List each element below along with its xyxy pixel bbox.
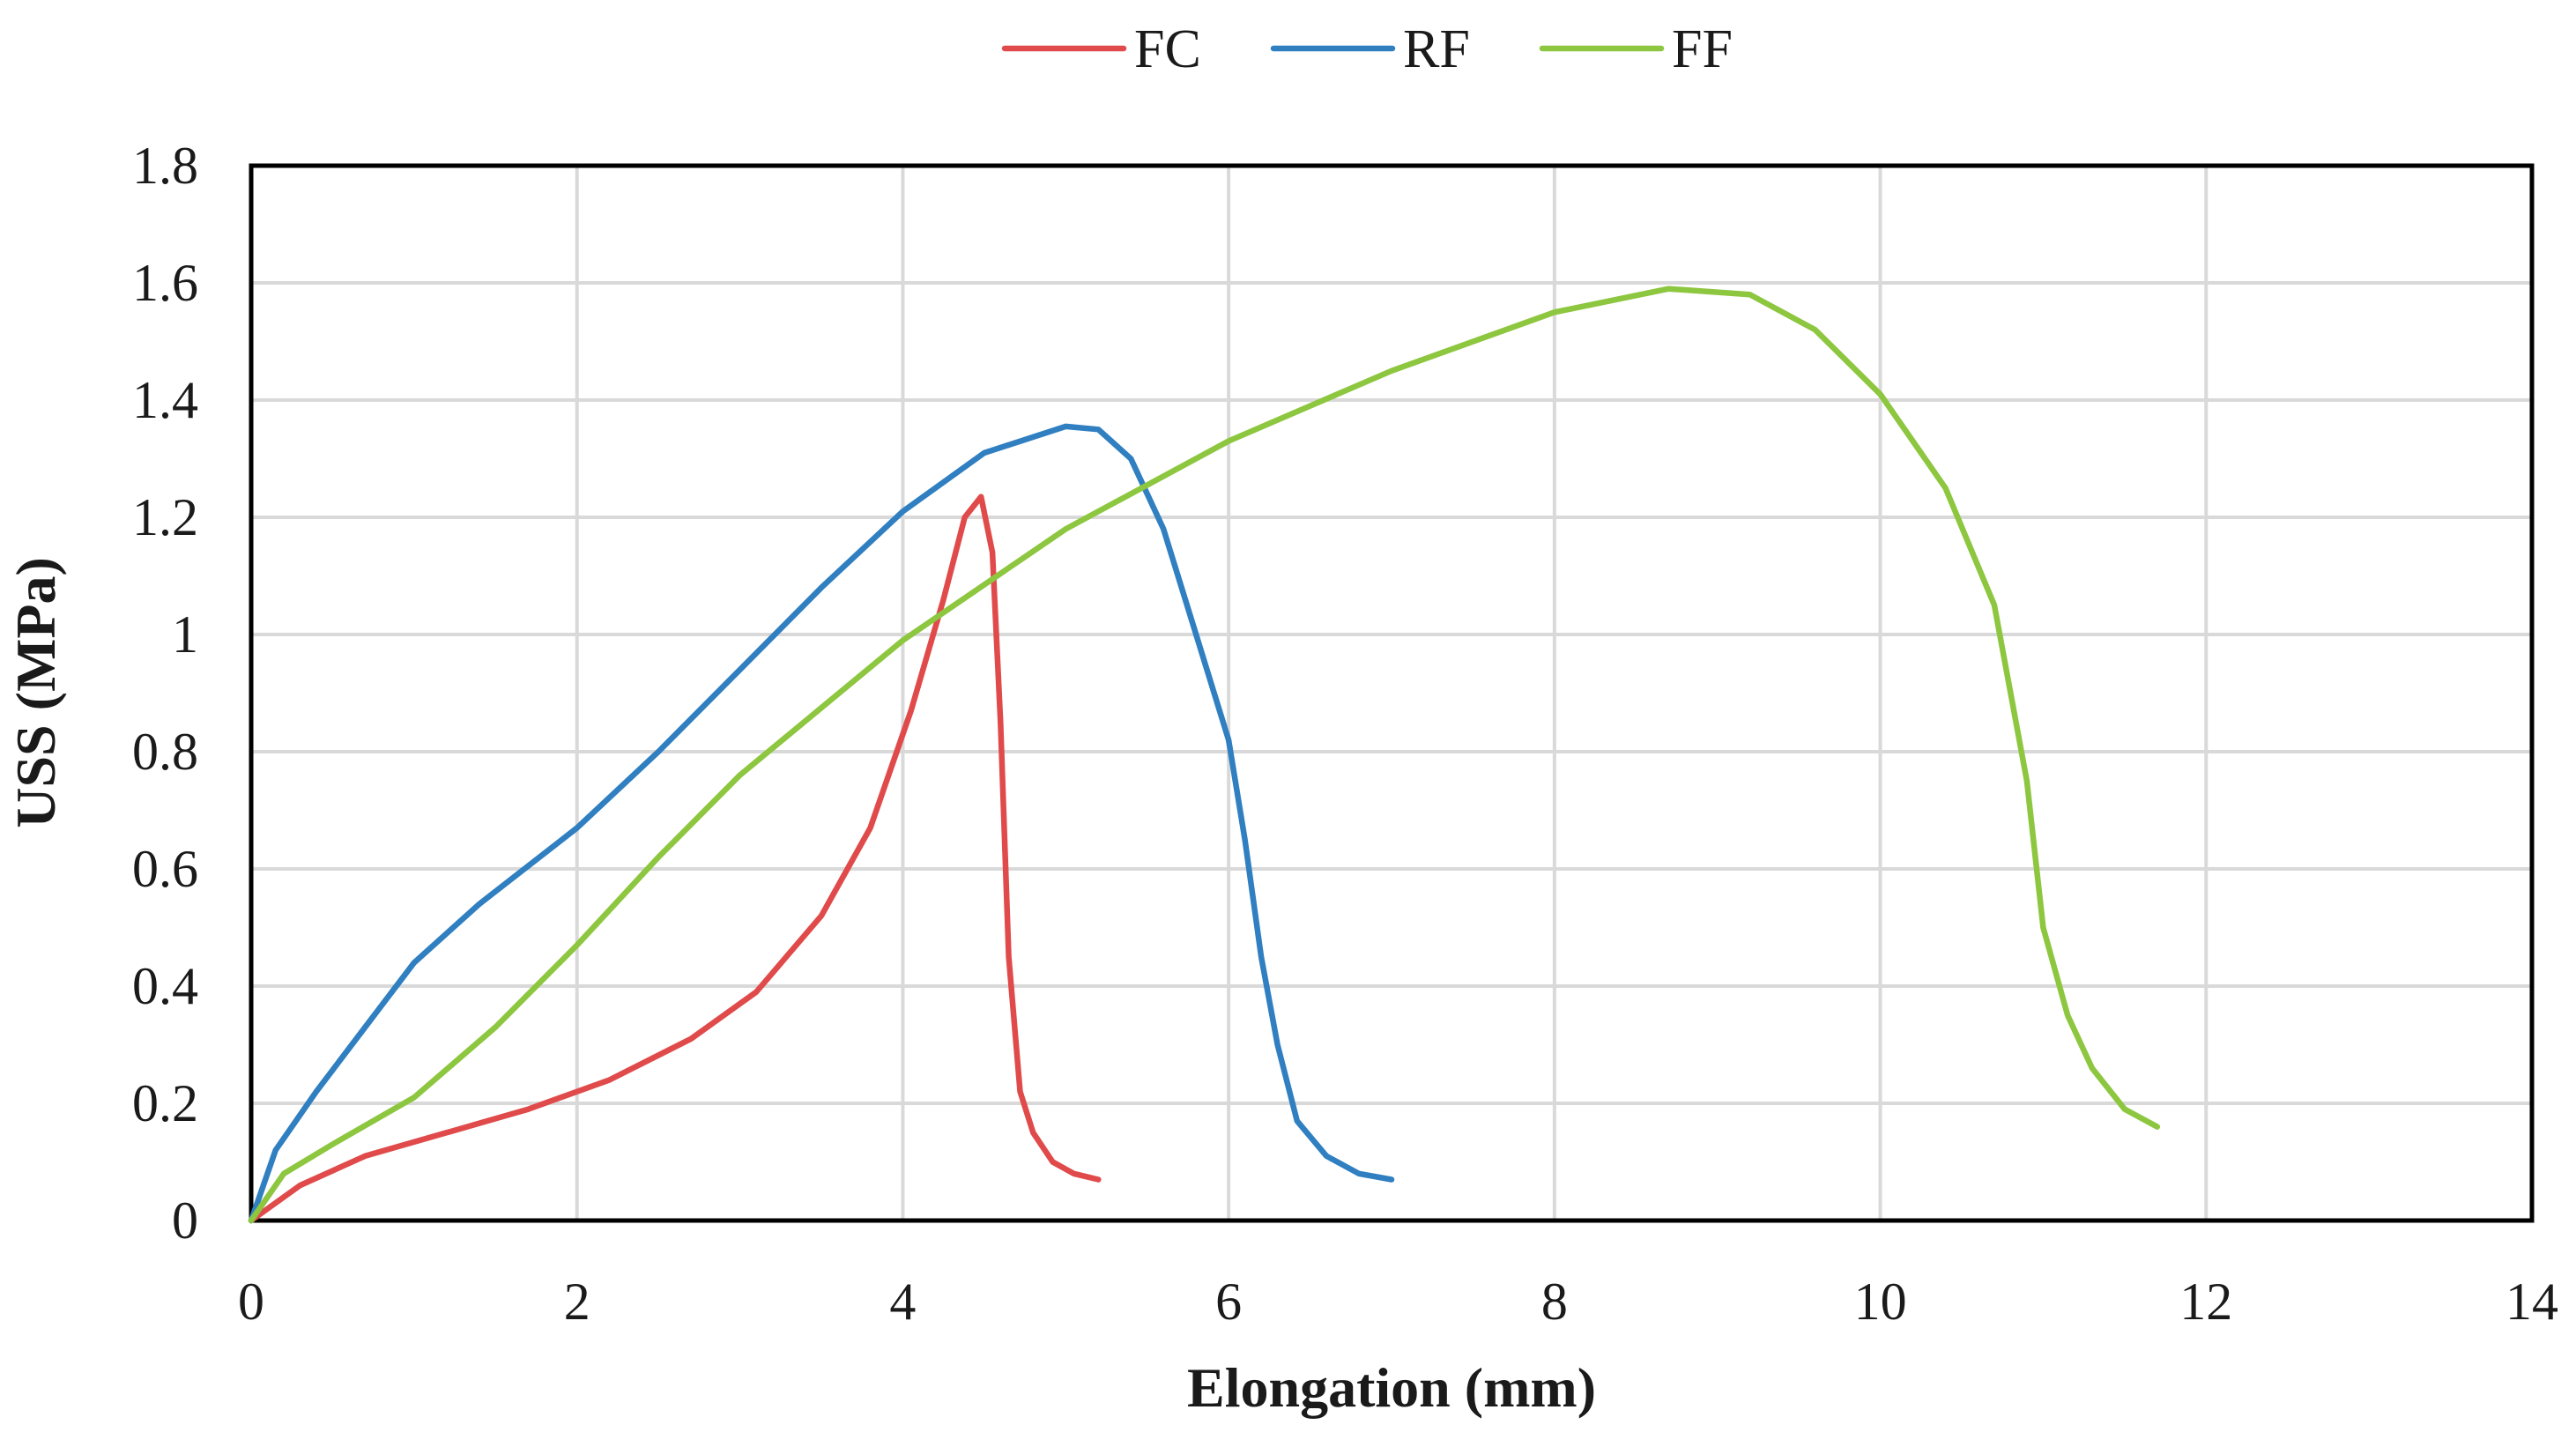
plot-area-border	[249, 163, 2535, 1223]
x-axis-ticks: 0 2 4 6 8 10 12 14	[238, 1273, 2558, 1331]
x-tick-label: 10	[1854, 1273, 1907, 1331]
x-tick-label: 14	[2505, 1273, 2558, 1331]
legend-label-rf: RF	[1403, 19, 1470, 79]
y-tick-label: 0.4	[132, 957, 198, 1015]
x-tick-label: 2	[564, 1273, 590, 1331]
series-group	[248, 286, 2161, 1224]
x-tick-label: 12	[2179, 1273, 2232, 1331]
x-tick-label: 0	[238, 1273, 264, 1331]
legend-label-ff: FF	[1672, 19, 1733, 79]
series-line-rf	[248, 423, 1395, 1224]
legend: FC RF FF	[1001, 19, 1733, 79]
x-tick-label: 6	[1215, 1273, 1242, 1331]
y-tick-label: 0	[172, 1191, 198, 1250]
series-line-fc	[248, 493, 1102, 1224]
legend-label-fc: FC	[1134, 19, 1201, 79]
y-tick-label: 1.6	[132, 254, 198, 312]
series-line-ff	[248, 286, 2161, 1224]
y-tick-label: 0.6	[132, 840, 198, 898]
y-tick-label: 1.4	[132, 371, 198, 429]
y-tick-label: 0.8	[132, 723, 198, 781]
y-tick-label: 0.2	[132, 1074, 198, 1132]
y-tick-label: 1.8	[132, 137, 198, 195]
x-tick-label: 4	[889, 1273, 916, 1331]
y-tick-label: 1.2	[132, 488, 198, 546]
y-tick-label: 1	[172, 605, 198, 664]
x-tick-label: 8	[1541, 1273, 1568, 1331]
y-axis-ticks: 0 0.2 0.4 0.6 0.8 1 1.2 1.4 1.6 1.8	[132, 137, 198, 1250]
y-axis-title: USS (MPa)	[4, 557, 67, 828]
gridlines	[251, 166, 2532, 1221]
x-axis-title: Elongation (mm)	[1187, 1356, 1596, 1419]
